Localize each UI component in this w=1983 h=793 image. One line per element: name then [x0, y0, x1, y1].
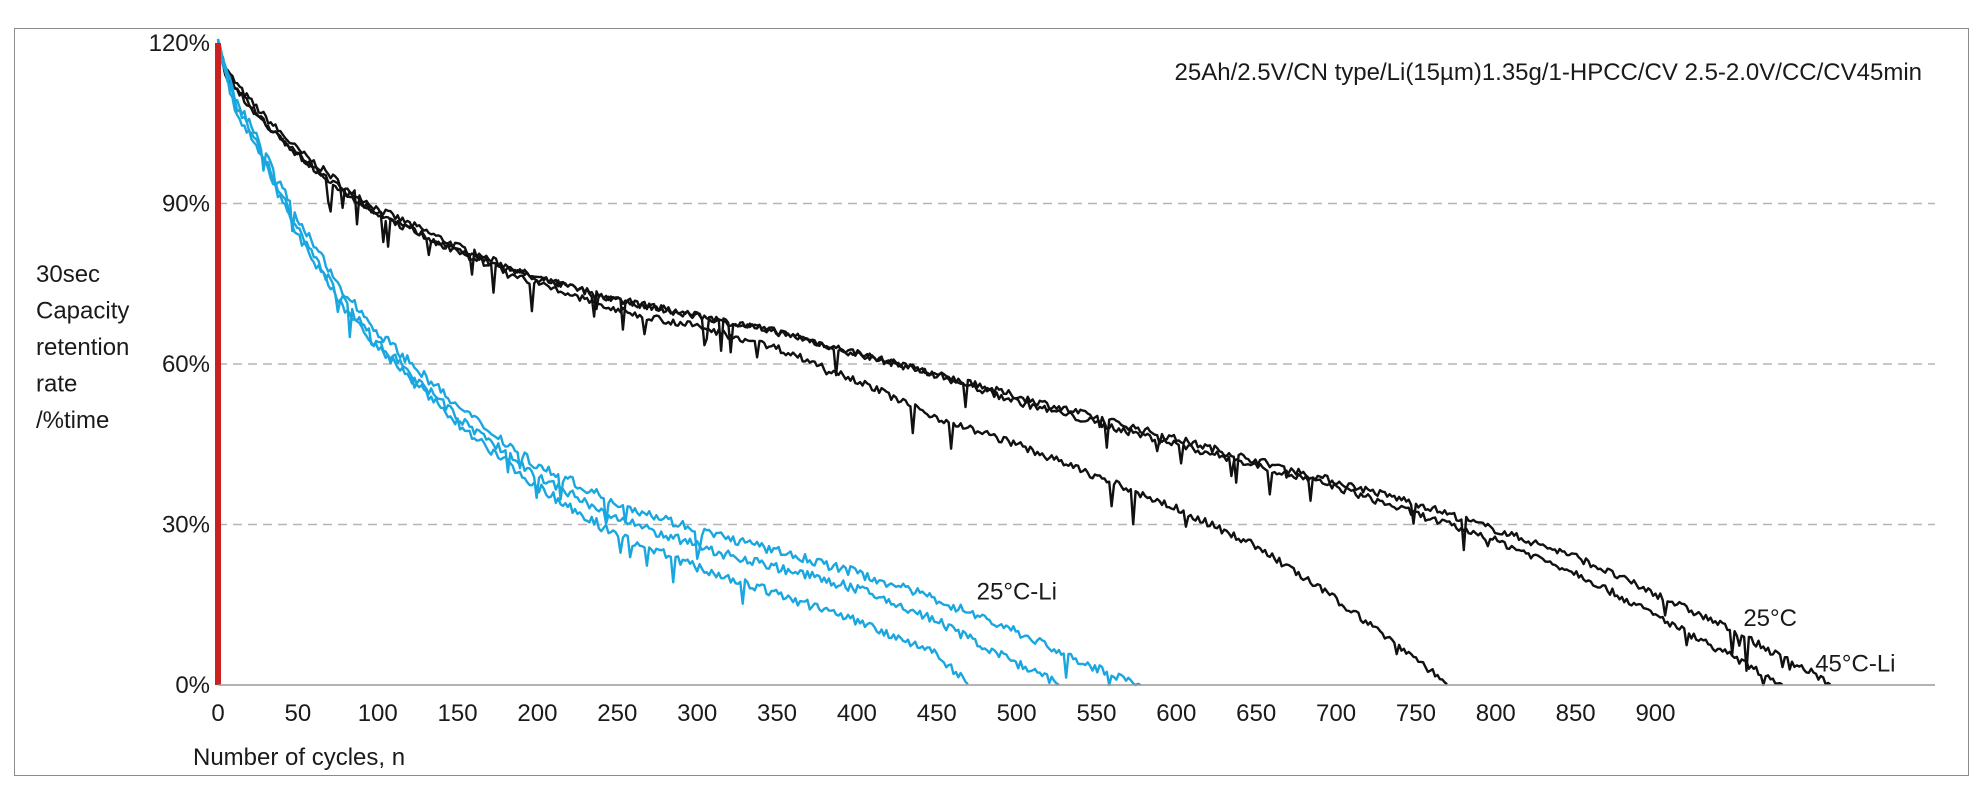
blue-series-line [216, 41, 969, 686]
x-tick-label: 600 [1156, 700, 1196, 727]
x-tick-label: 0 [211, 700, 224, 727]
y-axis-label-line: 30sec [36, 261, 100, 288]
chart-frame [14, 28, 1969, 776]
series-annotation: 45°C-Li [1815, 651, 1895, 678]
x-tick-label: 100 [358, 700, 398, 727]
x-tick-label: 450 [917, 700, 957, 727]
x-tick-label: 550 [1076, 700, 1116, 727]
series-layer [216, 38, 1832, 687]
x-tick-label: 400 [837, 700, 877, 727]
black-series-line [216, 45, 1448, 686]
series-annotation: 25°C [1743, 605, 1797, 632]
y-axis-label-line: rate [36, 371, 77, 398]
y-tick-label: 90% [162, 191, 210, 218]
x-tick-label: 700 [1316, 700, 1356, 727]
x-tick-label: 800 [1476, 700, 1516, 727]
black-series-line [216, 46, 1832, 686]
series-annotation: 25°C-Li [977, 578, 1057, 605]
y-axis-label-line: Capacity [36, 298, 129, 325]
x-tick-label: 650 [1236, 700, 1276, 727]
y-axis-label: 30sec Capacity retention rate /%time [36, 261, 129, 434]
x-tick-label: 200 [517, 700, 557, 727]
blue-series-line [216, 40, 1141, 687]
x-tick-label: 300 [677, 700, 717, 727]
x-axis-label: Number of cycles, n [193, 744, 405, 771]
x-tick-label: 350 [757, 700, 797, 727]
blue-series-line [216, 38, 1060, 686]
x-tick-label: 150 [438, 700, 478, 727]
x-tick-labels: 0 50 100 150 200 250 300 350 400 450 500 550 600 650 7… [211, 700, 1675, 727]
x-tick-label: 50 [285, 700, 312, 727]
y-axis-label-line: /%time [36, 407, 109, 434]
y-tick-labels: 0% 30% 60% 90% 120% [149, 30, 210, 699]
grid-lines [218, 202, 1935, 526]
x-tick-label: 900 [1635, 700, 1675, 727]
y-tick-label: 0% [175, 672, 210, 699]
x-tick-label: 750 [1396, 700, 1436, 727]
y-tick-label: 30% [162, 512, 210, 539]
x-tick-label: 250 [597, 700, 637, 727]
x-tick-label: 850 [1556, 700, 1596, 727]
y-axis-label-line: retention [36, 334, 129, 361]
x-tick-label: 500 [997, 700, 1037, 727]
annotations: 25°C-Li 25°C 45°C-Li [977, 578, 1896, 677]
y-tick-label: 120% [149, 30, 210, 57]
y-tick-label: 60% [162, 351, 210, 378]
chart-title: 25Ah/2.5V/CN type/Li(15µm)1.35g/1-HPCC/C… [1175, 59, 1922, 86]
